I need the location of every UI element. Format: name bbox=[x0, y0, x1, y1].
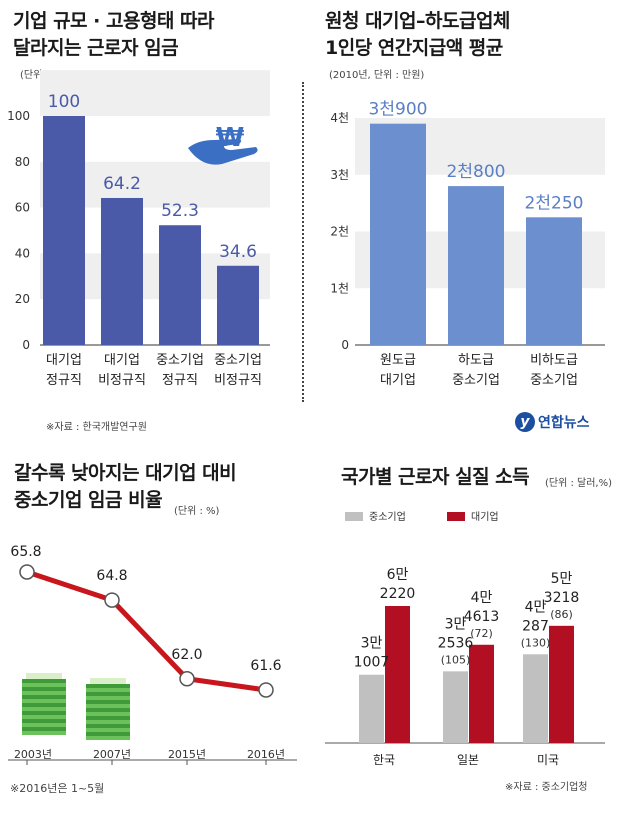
data-point bbox=[104, 592, 120, 608]
footnote: ※2016년은 1~5월 bbox=[10, 782, 105, 795]
series-line bbox=[26, 569, 267, 693]
data-label: 64.8 bbox=[96, 568, 127, 584]
y-tick-label: 2천 bbox=[330, 224, 349, 239]
bar-chart-wage-by-type: 0 20 40 60 80 100 100 대기업 정규직 64.2 대기업 비정규직 52.3 중소기업… bbox=[7, 70, 270, 388]
y-tick-label: 0 bbox=[341, 338, 349, 352]
y-tick-label: 60 bbox=[15, 201, 30, 215]
svg-text:₩: ₩ bbox=[216, 123, 245, 153]
money-stack-icon bbox=[86, 678, 130, 740]
bar bbox=[101, 197, 143, 345]
chart-title: 국가별 근로자 실질 소득 bbox=[341, 466, 530, 488]
x-tick-label: 원도급 대기업 bbox=[380, 353, 416, 388]
x-tick-label: 대기업 정규직 bbox=[46, 353, 82, 388]
bar bbox=[159, 225, 201, 345]
legend-swatch-large bbox=[447, 512, 465, 521]
data-label: 62.0 bbox=[171, 647, 202, 663]
data-label: 3천900 bbox=[369, 100, 428, 120]
data-label: 2천800 bbox=[447, 162, 506, 182]
percent-label: (72) bbox=[470, 627, 493, 640]
data-label: 61.6 bbox=[250, 658, 281, 674]
data-label: 5만 3218 bbox=[544, 571, 580, 606]
y-tick-label: 4천 bbox=[330, 110, 349, 125]
x-tick-label: 2003년 bbox=[14, 748, 52, 761]
bar bbox=[448, 186, 504, 345]
y-tick-label: 1천 bbox=[330, 280, 349, 295]
panel-divider bbox=[302, 82, 304, 402]
bar bbox=[43, 116, 85, 345]
y-tick-label: 100 bbox=[7, 109, 30, 123]
bar-sme bbox=[443, 671, 468, 743]
y-tick-label: 80 bbox=[15, 155, 30, 169]
data-label: 52.3 bbox=[161, 201, 199, 221]
x-tick-label: 2007년 bbox=[93, 748, 131, 761]
x-tick-label: 중소기업 비정규직 bbox=[214, 353, 262, 388]
bar-chart-real-income: 중소기업 대기업 3만 1007 6만 2220 한국 (105) 3만 2536(72) 4만 46… bbox=[325, 510, 605, 767]
data-label: 65.8 bbox=[10, 544, 41, 560]
bar bbox=[217, 265, 259, 345]
y-tick-label: 40 bbox=[15, 246, 30, 260]
data-label: 4만 4613 bbox=[464, 590, 500, 625]
chart-panel-real-income: 국가별 근로자 실질 소득 (단위 : 달러,%) 중소기업 대기업 3만 1007 6… bbox=[305, 440, 620, 819]
unit-note: (2010년, 단위 : 만원) bbox=[329, 70, 425, 81]
x-tick-label: 대기업 비정규직 bbox=[98, 353, 146, 388]
percent-label: (105) bbox=[441, 653, 471, 666]
y-tick-label: 0 bbox=[22, 338, 30, 352]
legend-swatch-sme bbox=[345, 512, 363, 521]
unit-note: (단위 : %) bbox=[174, 506, 220, 517]
bar-chart-subcontract-pay: 0 1천 2천 3천 4천 3천900 원도급 대기업 2천800 하도급 중소기업 2천250 비하도… bbox=[330, 100, 605, 388]
y-tick-label: 20 bbox=[15, 292, 30, 306]
data-label: 34.6 bbox=[219, 242, 257, 262]
x-tick-label: 하도급 중소기업 bbox=[452, 353, 500, 388]
unit-note: (단위 : 달러,%) bbox=[545, 478, 613, 489]
y-tick-label: 3천 bbox=[330, 167, 349, 182]
data-point bbox=[179, 671, 195, 687]
percent-label: (130) bbox=[521, 636, 551, 649]
yonhap-logo-icon: y bbox=[515, 412, 535, 432]
data-label: 3만 2536 bbox=[438, 616, 474, 651]
legend-label: 대기업 bbox=[471, 510, 499, 523]
bar-large bbox=[385, 606, 410, 743]
won-hand-icon: ₩ bbox=[188, 123, 258, 165]
chart-panel-wage-ratio: 갈수록 낮아지는 대기업 대비 중소기업 임금 비율 (단위 : %) 65.8… bbox=[0, 440, 305, 819]
data-label: 64.2 bbox=[103, 174, 141, 194]
x-tick-label: 한국 bbox=[373, 753, 395, 767]
percent-label: (86) bbox=[550, 608, 573, 621]
x-tick-label: 2015년 bbox=[168, 748, 206, 761]
bar bbox=[526, 217, 582, 345]
x-tick-label: 2016년 bbox=[247, 748, 285, 761]
bar bbox=[370, 123, 426, 345]
chart-title: 기업 규모 · 고용형태 따라 달라지는 근로자 임금 bbox=[13, 10, 214, 59]
bar-sme bbox=[523, 654, 548, 743]
line-chart-wage-ratio: 65.8 64.8 62.0 61.6 2003년 2007년 2015년 2016년 bbox=[8, 544, 297, 765]
grid-band bbox=[40, 70, 270, 116]
legend-label: 중소기업 bbox=[369, 510, 406, 523]
chart-title: 원청 대기업–하도급업체 1인당 연간지급액 평균 bbox=[325, 10, 510, 59]
bar-large bbox=[469, 644, 494, 743]
chart-title: 갈수록 낮아지는 대기업 대비 중소기업 임금 비율 bbox=[14, 462, 237, 511]
source-note: ※자료 : 한국개발연구원 bbox=[46, 422, 147, 433]
data-point bbox=[19, 564, 35, 580]
source-note: ※자료 : 중소기업청 bbox=[505, 782, 588, 793]
x-tick-label: 비하도급 중소기업 bbox=[530, 353, 578, 388]
data-label: 4만 287 bbox=[522, 599, 549, 634]
bar-sme bbox=[359, 674, 384, 743]
bar-large bbox=[549, 625, 574, 743]
x-tick-label: 중소기업 정규직 bbox=[156, 353, 204, 388]
data-label: 2천250 bbox=[525, 193, 584, 213]
data-label: 3만 1007 bbox=[354, 636, 390, 671]
data-label: 100 bbox=[48, 92, 80, 112]
x-tick-label: 미국 bbox=[537, 753, 559, 767]
x-tick-label: 일본 bbox=[457, 753, 479, 767]
yonhap-logo: y 연합뉴스 bbox=[515, 412, 590, 432]
data-point bbox=[258, 682, 274, 698]
chart-panel-wage-by-type: 기업 규모 · 고용형태 따라 달라지는 근로자 임금 (단위 : %) ※자료… bbox=[0, 0, 300, 440]
chart-panel-subcontract-pay: 원청 대기업–하도급업체 1인당 연간지급액 평균 (2010년, 단위 : 만… bbox=[305, 0, 620, 440]
money-stack-icon bbox=[22, 673, 66, 735]
yonhap-logo-text: 연합뉴스 bbox=[538, 415, 590, 431]
data-label: 6만 2220 bbox=[380, 567, 416, 602]
